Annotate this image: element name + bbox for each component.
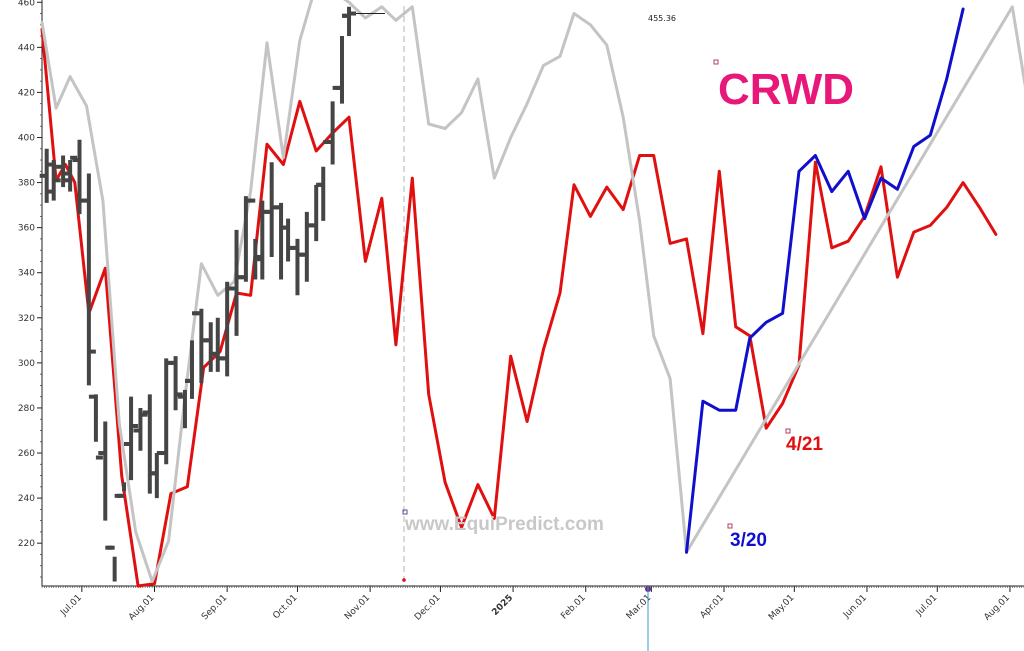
x-tick-label: May.01 [767,593,796,622]
ticker-label: CRWD [718,65,854,114]
y-tick-label: 220 [18,539,35,549]
y-tick-label: 340 [18,269,35,279]
x-tick-label: Jun.01 [841,593,869,621]
series-line-0 [40,27,998,588]
ohlc-bar [72,139,87,215]
ohlc-bar [281,218,296,262]
x-tick-label: 2025 [490,593,515,618]
ohlc-bar [290,238,305,296]
ohlc-bar [220,281,235,377]
marker-square [785,428,791,434]
ohlc-bar [107,493,122,582]
x-tick-label: Sep.01 [200,593,229,622]
y-tick-label: 360 [18,224,35,234]
y-tick-label: 260 [18,449,35,459]
y-axis-ticks: 220 240 260 280 300 320 340 360 380 400 420 440 460 [18,0,42,578]
y-tick-label: 440 [18,43,35,53]
ohlc-bar [194,308,209,384]
ohlc-bar [264,162,279,257]
ohlc-bar [274,202,289,280]
y-tick-label: 240 [18,494,35,504]
y-tick-label: 380 [18,179,35,189]
ohlc-bar [81,173,96,386]
markers-layer [402,59,791,651]
x-tick-label: Jul.01 [58,593,84,619]
x-tick-label: Aug.01 [127,593,157,623]
series-layer [39,0,1024,588]
x-axis-ticks: Jul.01 Aug.01 Sep.01 Oct.01 Nov.01 Dec.01 2025… [41,586,1024,623]
ohlc-bar [149,451,164,499]
y-tick-label: 280 [18,404,35,414]
ohlc-bar [168,356,183,411]
ohlc-bar [342,6,357,37]
ohlc-bar [142,394,157,494]
marker-dot [402,578,406,582]
marker-square [727,523,733,529]
x-tick-label: Apr.01 [699,593,727,621]
x-tick-label: Mar.01 [625,593,654,622]
ohlc-bar [46,160,61,201]
x-tick-label: Jul.01 [914,593,940,619]
ohlc-bar [299,211,314,282]
ohlc-bar [334,13,349,104]
watermark: www.EquiPredict.com [404,514,604,535]
y-tick-label: 300 [18,359,35,369]
ohlc-bar [159,358,174,465]
ohlc-bar [88,394,103,460]
x-tick-label: Nov.01 [343,593,372,622]
x-tick-label: Dec.01 [413,593,443,623]
x-tick-label: Feb.01 [559,593,587,621]
annotation-3-20: 3/20 [730,530,767,551]
ohlc-bar [98,421,113,550]
marker-square [402,509,408,515]
series-line-1 [40,0,1024,583]
ohlc-bar [316,139,331,221]
ohlc-bar [63,155,78,192]
ohlc-bar [124,396,139,481]
annotation-4-21: 4/21 [786,434,823,455]
series-line-2 [685,7,965,554]
ohlc-bar [309,182,324,242]
y-tick-label: 420 [18,88,35,98]
x-tick-label: Oct.01 [271,593,299,621]
ohlc-bar [133,407,148,451]
marker-square [713,59,719,65]
y-tick-label: 460 [18,0,35,8]
x-tick-label: Aug.01 [982,593,1012,623]
y-tick-label: 320 [18,314,35,324]
last-price-label: 455.36 [648,14,676,23]
y-tick-label: 400 [18,133,35,143]
